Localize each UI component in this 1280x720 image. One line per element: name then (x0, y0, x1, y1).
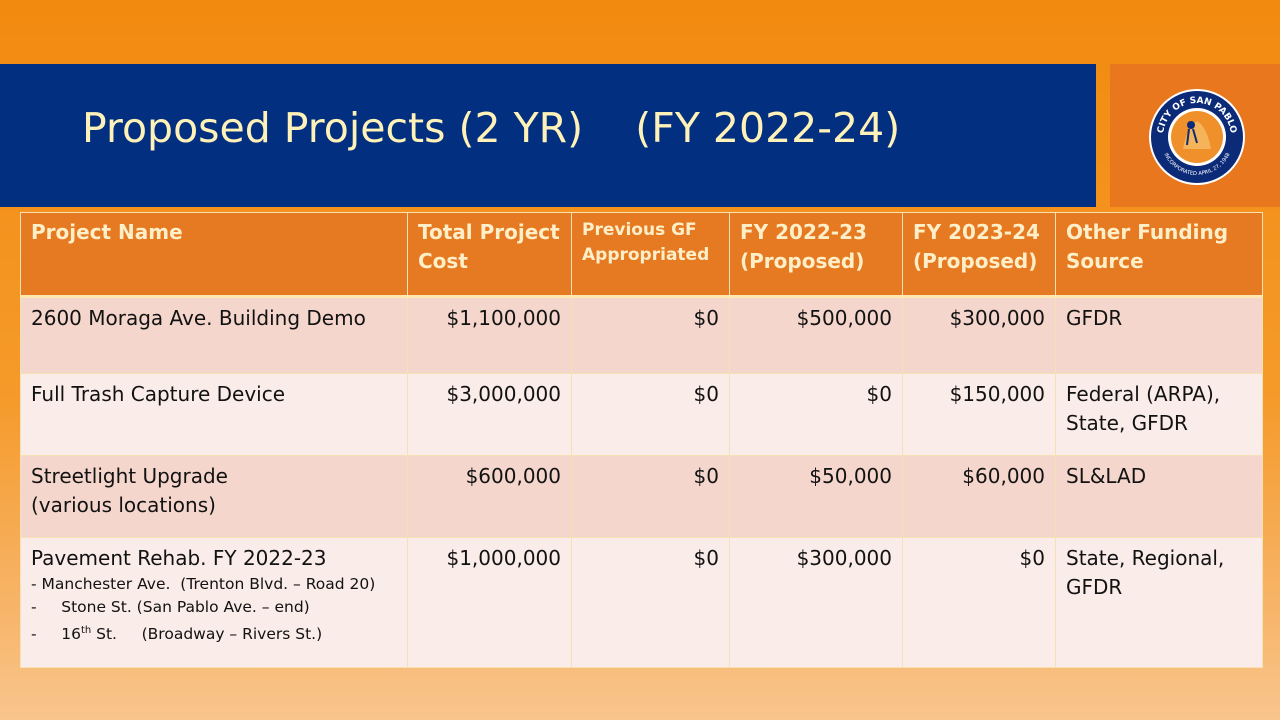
total-cost-cell: $1,000,000 (407, 537, 572, 668)
fy2223-cell: $0 (729, 373, 903, 456)
project-sub-item: - Stone St. (San Pablo Ave. – end) (31, 598, 310, 616)
fy2324-cell: $150,000 (902, 373, 1056, 456)
project-sub-item: - Manchester Ave. (Trenton Blvd. – Road … (31, 575, 376, 593)
table-row: Streetlight Upgrade (various locations) … (20, 455, 1263, 538)
project-name-line: (various locations) (31, 493, 216, 517)
total-cost-cell: $3,000,000 (407, 373, 572, 456)
previous-gf-cell: $0 (571, 455, 730, 538)
funding-cell: State, Regional, GFDR (1055, 537, 1263, 668)
fy2223-cell: $500,000 (729, 296, 903, 374)
header-fy2223: FY 2022-23 (Proposed) (729, 212, 903, 298)
previous-gf-cell: $0 (571, 537, 730, 668)
total-cost-cell: $600,000 (407, 455, 572, 538)
header-fy2324: FY 2023-24 (Proposed) (902, 212, 1056, 298)
table-row: Full Trash Capture Device $3,000,000 $0 … (20, 373, 1263, 456)
fy2324-cell: $60,000 (902, 455, 1056, 538)
table-row: 2600 Moraga Ave. Building Demo $1,100,00… (20, 296, 1263, 374)
title-banner (0, 64, 1096, 207)
slide-title: Proposed Projects (2 YR) (FY 2022-24) (82, 104, 901, 152)
header-previous-gf: Previous GF Appropriated (571, 212, 730, 298)
project-name-line: Streetlight Upgrade (31, 464, 228, 488)
city-seal-logo: CITY OF SAN PABLO INCORPORATED APRIL 27,… (1149, 89, 1245, 185)
project-name-cell: Streetlight Upgrade (various locations) (20, 455, 408, 538)
previous-gf-cell: $0 (571, 296, 730, 374)
previous-gf-cell: $0 (571, 373, 730, 456)
table-header-row: Project Name Total Project Cost Previous… (20, 212, 1263, 298)
project-name-cell: Full Trash Capture Device (20, 373, 408, 456)
fy2324-cell: $300,000 (902, 296, 1056, 374)
header-other-funding: Other Funding Source (1055, 212, 1263, 298)
fy2223-cell: $300,000 (729, 537, 903, 668)
funding-source-line: State, GFDR (1066, 411, 1188, 435)
table-row: Pavement Rehab. FY 2022-23 - Manchester … (20, 537, 1263, 668)
fy2223-cell: $50,000 (729, 455, 903, 538)
funding-source: GFDR (1066, 306, 1123, 330)
funding-source-line: State, Regional, (1066, 546, 1225, 570)
funding-source-line: GFDR (1066, 575, 1123, 599)
funding-cell: GFDR (1055, 296, 1263, 374)
funding-cell: SL&LAD (1055, 455, 1263, 538)
funding-source-line: Federal (ARPA), (1066, 382, 1221, 406)
funding-cell: Federal (ARPA), State, GFDR (1055, 373, 1263, 456)
project-name-cell: Pavement Rehab. FY 2022-23 - Manchester … (20, 537, 408, 668)
funding-source: SL&LAD (1066, 464, 1147, 488)
projects-table: Project Name Total Project Cost Previous… (20, 212, 1263, 668)
project-name: Full Trash Capture Device (31, 382, 286, 406)
project-name: 2600 Moraga Ave. Building Demo (31, 306, 366, 330)
project-name: Pavement Rehab. FY 2022-23 (31, 546, 327, 570)
header-total-cost: Total Project Cost (407, 212, 572, 298)
project-sub-item: - 16th St. (Broadway – Rivers St.) (31, 625, 323, 644)
total-cost-cell: $1,100,000 (407, 296, 572, 374)
project-name-cell: 2600 Moraga Ave. Building Demo (20, 296, 408, 374)
fy2324-cell: $0 (902, 537, 1056, 668)
header-project-name: Project Name (20, 212, 408, 298)
